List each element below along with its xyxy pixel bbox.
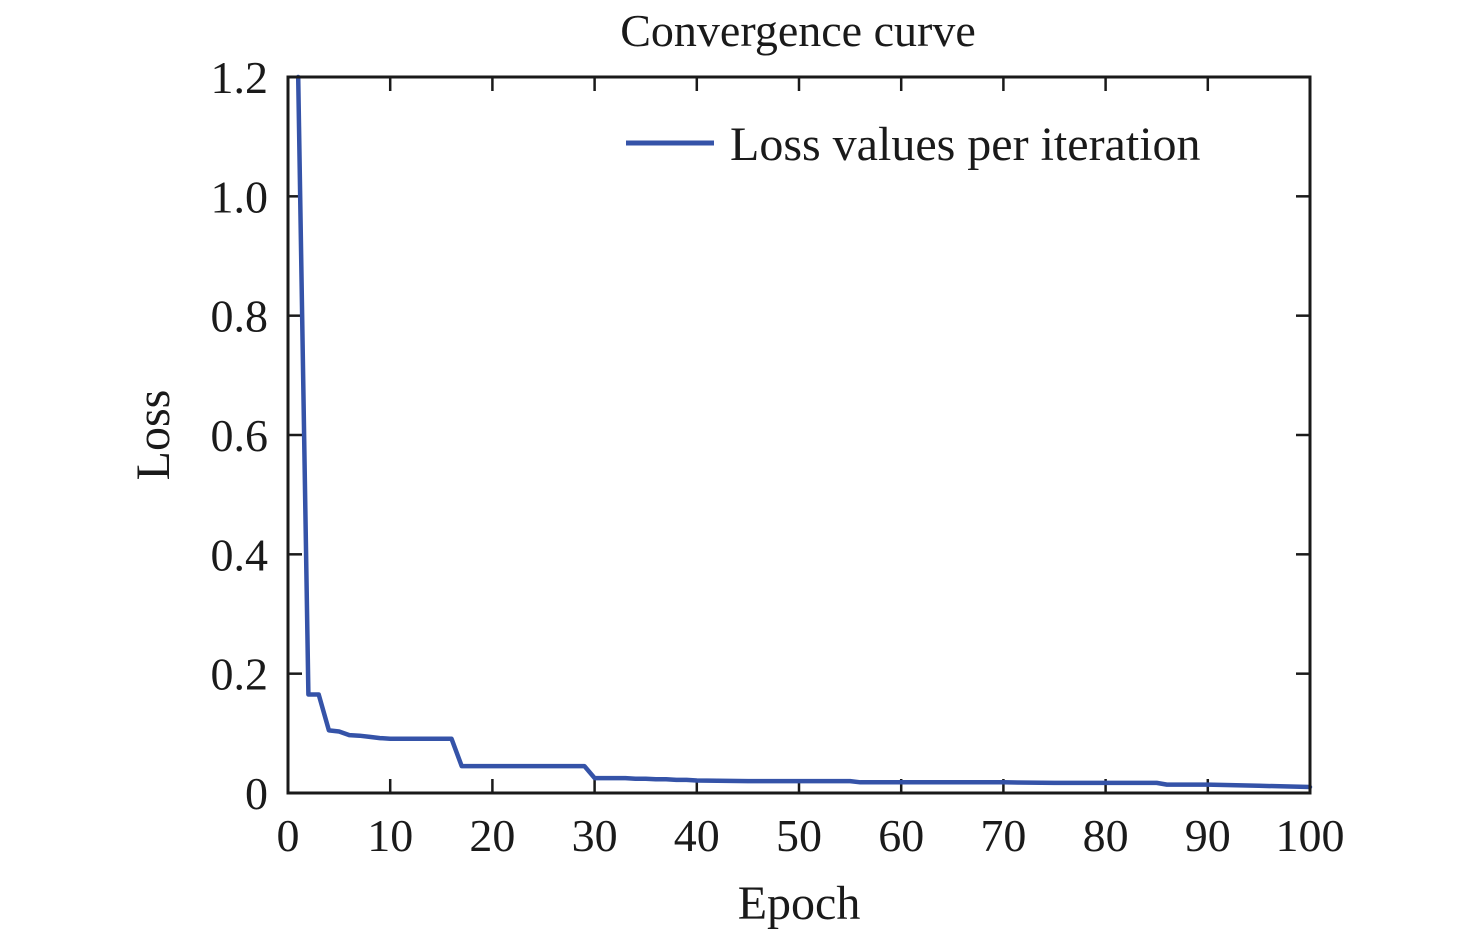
- y-axis-label: Loss: [127, 390, 180, 481]
- x-tick-label: 10: [367, 810, 413, 861]
- tick-labels: 0 10 20 30 40 50 60 70 80 90 100 0 0.2 0.4 0.6 0.8 1.0 1.…: [211, 52, 1345, 861]
- x-tick-label: 100: [1276, 810, 1345, 861]
- plot-frame: [286, 75, 1312, 795]
- y-tick-label: 0: [245, 768, 268, 819]
- x-axis-label: Epoch: [738, 877, 861, 930]
- y-tick-label: 0.4: [211, 529, 269, 580]
- x-tick-label: 70: [980, 810, 1026, 861]
- y-tick-label: 1.2: [211, 52, 269, 103]
- x-tick-label: 20: [469, 810, 515, 861]
- x-tick-label: 0: [277, 810, 300, 861]
- x-tick-label: 50: [776, 810, 822, 861]
- y-tick-label: 1.0: [211, 171, 269, 222]
- y-tick-label: 0.6: [211, 410, 269, 461]
- legend: Loss values per iteration: [626, 118, 1201, 171]
- axis-ticks: [286, 75, 1312, 795]
- x-tick-label: 60: [878, 810, 924, 861]
- chart-title: Convergence curve: [620, 5, 976, 56]
- loss-series-line: [295, 74, 1313, 790]
- legend-label: Loss values per iteration: [730, 118, 1201, 171]
- x-tick-label: 90: [1185, 810, 1231, 861]
- x-tick-label: 80: [1083, 810, 1129, 861]
- x-tick-label: 30: [572, 810, 618, 861]
- y-tick-label: 0.2: [211, 649, 269, 700]
- y-tick-label: 0.8: [211, 291, 269, 342]
- x-tick-label: 40: [674, 810, 720, 861]
